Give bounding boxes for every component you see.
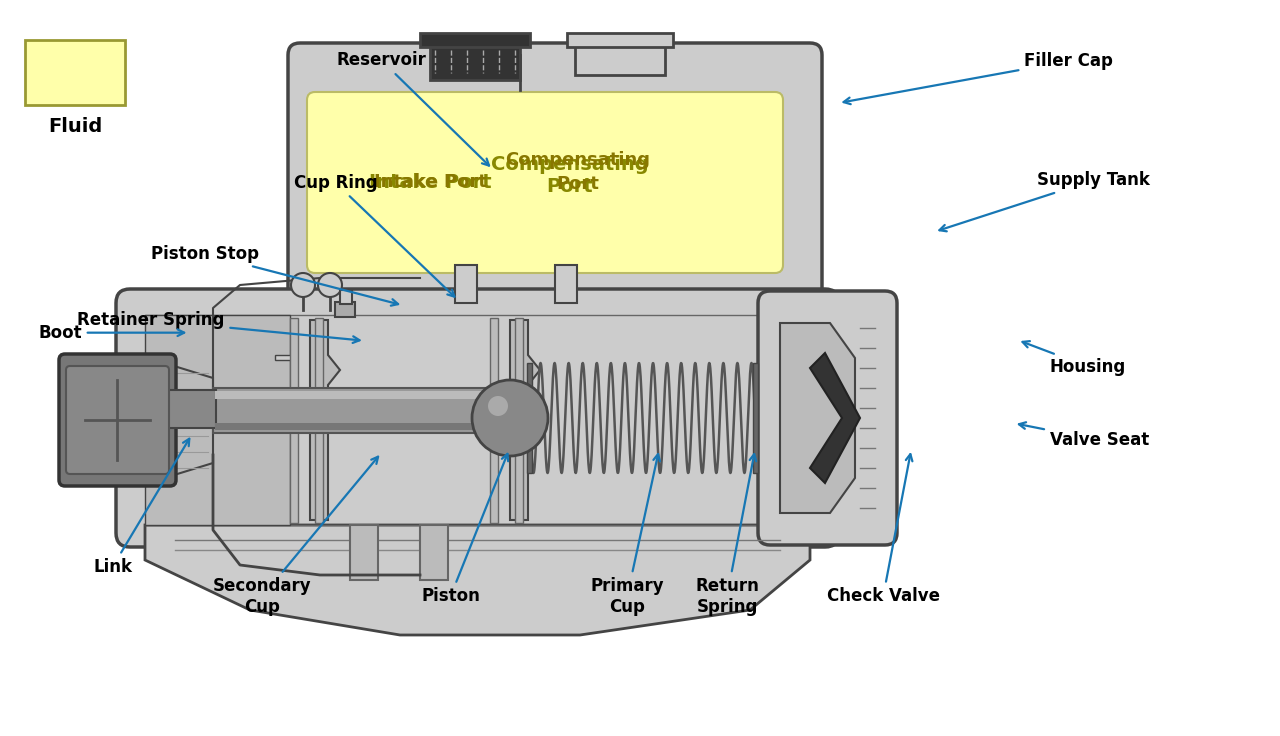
Polygon shape	[509, 320, 540, 520]
Bar	[527, 363, 532, 473]
Polygon shape	[810, 353, 860, 483]
Text: Cup Ring: Cup Ring	[293, 174, 454, 297]
Text: Primary
Cup: Primary Cup	[590, 454, 664, 615]
Bar	[490, 318, 498, 523]
Bar	[420, 525, 448, 580]
Bar	[335, 302, 355, 317]
Bar	[340, 290, 352, 304]
FancyBboxPatch shape	[758, 291, 897, 545]
Text: Valve Seat: Valve Seat	[1019, 422, 1149, 449]
FancyBboxPatch shape	[307, 92, 783, 273]
Text: Intake Port: Intake Port	[369, 172, 492, 191]
Polygon shape	[145, 525, 810, 635]
Circle shape	[291, 273, 315, 297]
FancyBboxPatch shape	[67, 366, 169, 474]
Text: Compensating
Port: Compensating Port	[492, 155, 649, 196]
Text: Check Valve: Check Valve	[827, 454, 940, 605]
Bar	[454, 265, 477, 303]
Text: Piston: Piston	[421, 454, 508, 605]
Bar	[291, 318, 298, 523]
Text: Supply Tank: Supply Tank	[940, 171, 1149, 231]
Bar	[515, 318, 524, 523]
Circle shape	[317, 273, 342, 297]
FancyBboxPatch shape	[288, 43, 822, 347]
Text: Housing: Housing	[1023, 341, 1126, 375]
FancyBboxPatch shape	[116, 289, 838, 547]
Polygon shape	[148, 358, 212, 483]
Bar	[556, 265, 577, 303]
Bar	[567, 33, 673, 47]
FancyBboxPatch shape	[59, 354, 177, 486]
Text: Link: Link	[93, 439, 189, 576]
Text: Fluid: Fluid	[47, 118, 102, 136]
Bar	[315, 318, 323, 523]
Bar	[430, 45, 520, 80]
Circle shape	[472, 380, 548, 456]
Text: Compensating
Port: Compensating Port	[506, 151, 650, 193]
Circle shape	[488, 396, 508, 416]
Bar	[166, 390, 216, 428]
Polygon shape	[145, 315, 291, 525]
Bar	[26, 40, 125, 105]
Bar	[420, 33, 530, 47]
Text: Piston Stop: Piston Stop	[151, 245, 398, 305]
Text: Secondary
Cup: Secondary Cup	[212, 456, 378, 615]
Bar	[215, 423, 508, 430]
Bar	[575, 45, 666, 75]
Text: Filler Cap: Filler Cap	[844, 52, 1112, 105]
Text: Retainer Spring: Retainer Spring	[77, 311, 360, 343]
Text: Intake Port: Intake Port	[374, 173, 486, 191]
Polygon shape	[310, 320, 340, 520]
Text: Return
Spring: Return Spring	[695, 454, 759, 615]
Bar	[212, 388, 509, 433]
Text: Boot: Boot	[38, 324, 184, 342]
Bar	[753, 363, 758, 473]
Polygon shape	[780, 323, 855, 513]
Text: Reservoir: Reservoir	[337, 52, 489, 166]
Bar	[349, 525, 378, 580]
Bar	[215, 391, 508, 399]
